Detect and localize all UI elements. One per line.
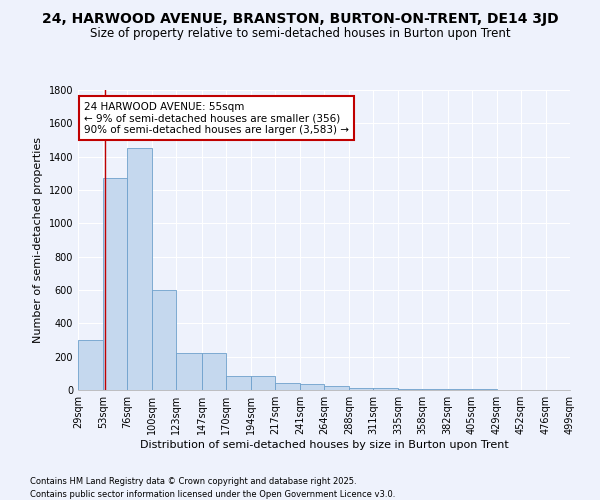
Bar — [422, 389, 448, 390]
Text: 24 HARWOOD AVENUE: 55sqm
← 9% of semi-detached houses are smaller (356)
90% of s: 24 HARWOOD AVENUE: 55sqm ← 9% of semi-de… — [84, 102, 349, 135]
Text: Contains HM Land Registry data © Crown copyright and database right 2025.: Contains HM Land Registry data © Crown c… — [30, 478, 356, 486]
Bar — [275, 384, 300, 390]
Text: Size of property relative to semi-detached houses in Burton upon Trent: Size of property relative to semi-detach… — [89, 28, 511, 40]
Bar — [398, 389, 422, 390]
Bar — [176, 354, 202, 390]
Bar — [324, 386, 349, 390]
Bar — [152, 290, 176, 390]
Text: 24, HARWOOD AVENUE, BRANSTON, BURTON-ON-TRENT, DE14 3JD: 24, HARWOOD AVENUE, BRANSTON, BURTON-ON-… — [41, 12, 559, 26]
Y-axis label: Number of semi-detached properties: Number of semi-detached properties — [33, 137, 43, 343]
Bar — [78, 340, 103, 390]
Bar — [103, 178, 127, 390]
X-axis label: Distribution of semi-detached houses by size in Burton upon Trent: Distribution of semi-detached houses by … — [140, 440, 508, 450]
Bar — [373, 388, 398, 390]
Bar — [448, 389, 472, 390]
Bar — [349, 388, 373, 390]
Bar — [226, 376, 251, 390]
Bar — [127, 148, 152, 390]
Bar — [472, 389, 497, 390]
Bar — [202, 354, 226, 390]
Bar — [300, 384, 324, 390]
Bar — [251, 376, 275, 390]
Text: Contains public sector information licensed under the Open Government Licence v3: Contains public sector information licen… — [30, 490, 395, 499]
